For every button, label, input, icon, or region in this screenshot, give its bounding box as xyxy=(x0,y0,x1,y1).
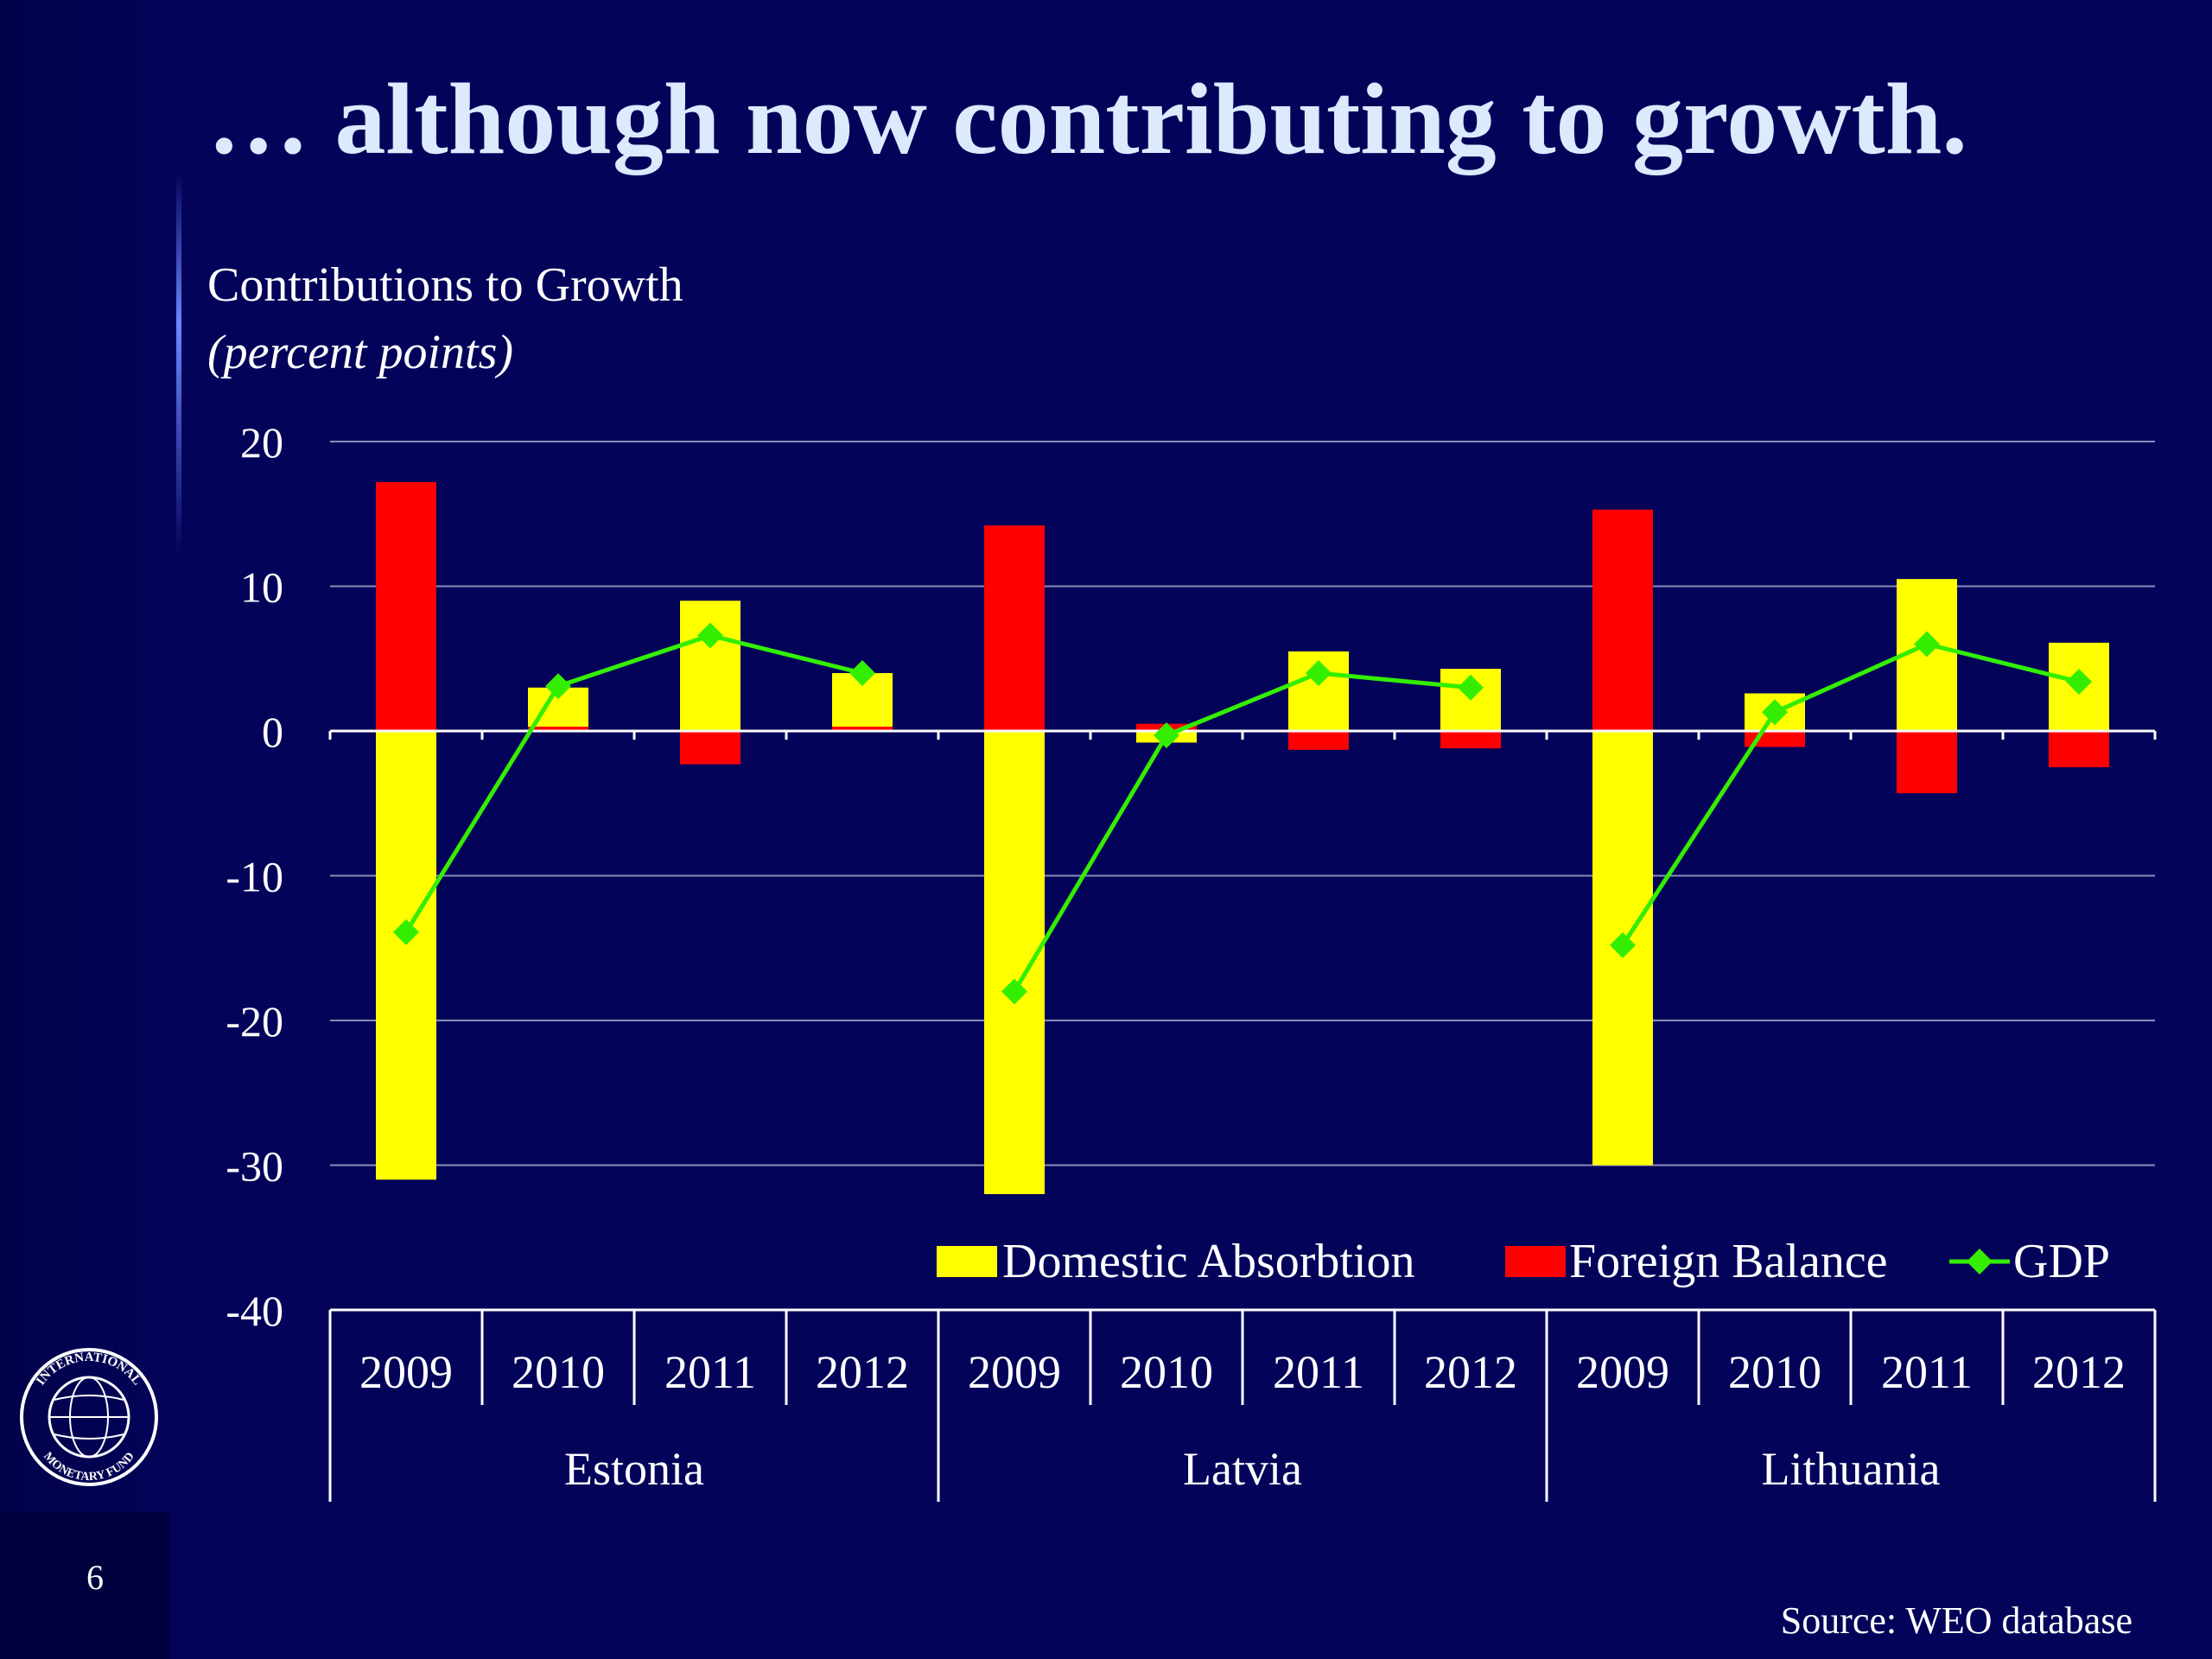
x-tick-label: 2012 xyxy=(816,1346,909,1398)
x-tick-label: 2009 xyxy=(359,1346,453,1398)
page-number: 6 xyxy=(86,1558,104,1597)
legend-swatch-foreign xyxy=(1505,1246,1566,1277)
y-tick-label: 10 xyxy=(240,563,283,612)
legend-label-domestic: Domestic Absorbtion xyxy=(1002,1235,1415,1288)
chart-unit-label: (percent points) xyxy=(207,326,514,379)
gdp-marker xyxy=(1914,631,1940,658)
foreign-bar xyxy=(1288,731,1349,750)
y-tick-label: -40 xyxy=(226,1287,283,1335)
foreign-bar xyxy=(528,726,588,731)
y-tick-label: -10 xyxy=(226,853,283,901)
gdp-marker xyxy=(849,660,875,686)
gdp-line xyxy=(404,632,863,934)
foreign-bar xyxy=(2049,731,2109,767)
foreign-bar xyxy=(680,731,741,765)
source-note: Source: WEO database xyxy=(1780,1599,2133,1642)
group-label: Latvia xyxy=(1183,1443,1302,1495)
accent-line xyxy=(176,173,181,553)
x-tick-label: 2010 xyxy=(1728,1346,1821,1398)
group-label: Estonia xyxy=(564,1443,704,1495)
y-tick-label: 0 xyxy=(262,708,283,756)
group-label: Lithuania xyxy=(1762,1443,1941,1495)
gdp-marker xyxy=(1154,722,1179,749)
foreign-bar xyxy=(376,481,436,731)
x-tick-label: 2010 xyxy=(1120,1346,1213,1398)
page-number-box xyxy=(0,1512,169,1659)
domestic-bar xyxy=(376,731,436,1180)
svg-text:INTERNATIONAL: INTERNATIONAL xyxy=(34,1351,143,1388)
foreign-bar xyxy=(832,726,893,731)
legend-swatch-domestic xyxy=(937,1246,997,1277)
line-layer xyxy=(393,622,2092,1005)
gdp-marker xyxy=(1610,931,1636,958)
svg-text:MONETARY FUND: MONETARY FUND xyxy=(41,1450,137,1484)
gdp-marker xyxy=(545,673,571,700)
gdp-line xyxy=(1012,671,1471,993)
legend-label-foreign: Foreign Balance xyxy=(1569,1235,1888,1288)
y-tick-label: -30 xyxy=(226,1142,283,1191)
gdp-marker xyxy=(1458,674,1484,701)
gdp-marker xyxy=(393,918,419,945)
gdp-marker xyxy=(1762,699,1788,726)
bars-layer xyxy=(376,481,2109,1194)
grid-layer xyxy=(330,441,2155,1166)
x-tick-label: 2010 xyxy=(512,1346,605,1398)
x-tick-label: 2009 xyxy=(1576,1346,1669,1398)
foreign-bar xyxy=(1897,731,1957,794)
chart-title: Contributions to Growth xyxy=(207,258,683,312)
slide-title: … although now contributing to growth. xyxy=(207,62,1967,175)
x-tick-label: 2012 xyxy=(1424,1346,1517,1398)
x-tick-label: 2012 xyxy=(2032,1346,2126,1398)
foreign-bar xyxy=(1592,509,1653,731)
legend-marker-gdp xyxy=(1967,1249,1993,1274)
gdp-marker xyxy=(1001,978,1027,1005)
gdp-marker xyxy=(2066,669,2092,696)
x-tick-label: 2009 xyxy=(968,1346,1061,1398)
foreign-bar xyxy=(1440,731,1501,749)
legend: Domestic Absorbtion Foreign Balance GDP xyxy=(937,1235,2110,1288)
gdp-marker xyxy=(1306,660,1332,686)
y-tick-label: -20 xyxy=(226,997,283,1046)
x-tick-label: 2011 xyxy=(664,1346,756,1398)
x-tick-label: 2011 xyxy=(1273,1346,1364,1398)
x-tick-label: 2011 xyxy=(1881,1346,1973,1398)
legend-label-gdp: GDP xyxy=(2013,1235,2110,1288)
gdp-marker xyxy=(697,622,723,649)
gdp-line xyxy=(1620,641,2080,947)
foreign-bar xyxy=(984,525,1045,731)
domestic-bar xyxy=(680,601,741,731)
imf-seal-icon: INTERNATIONAL MONETARY FUND xyxy=(20,1348,158,1486)
axis-layer xyxy=(328,729,2157,1502)
y-tick-label: 20 xyxy=(240,418,283,467)
domestic-bar xyxy=(984,731,1045,1194)
